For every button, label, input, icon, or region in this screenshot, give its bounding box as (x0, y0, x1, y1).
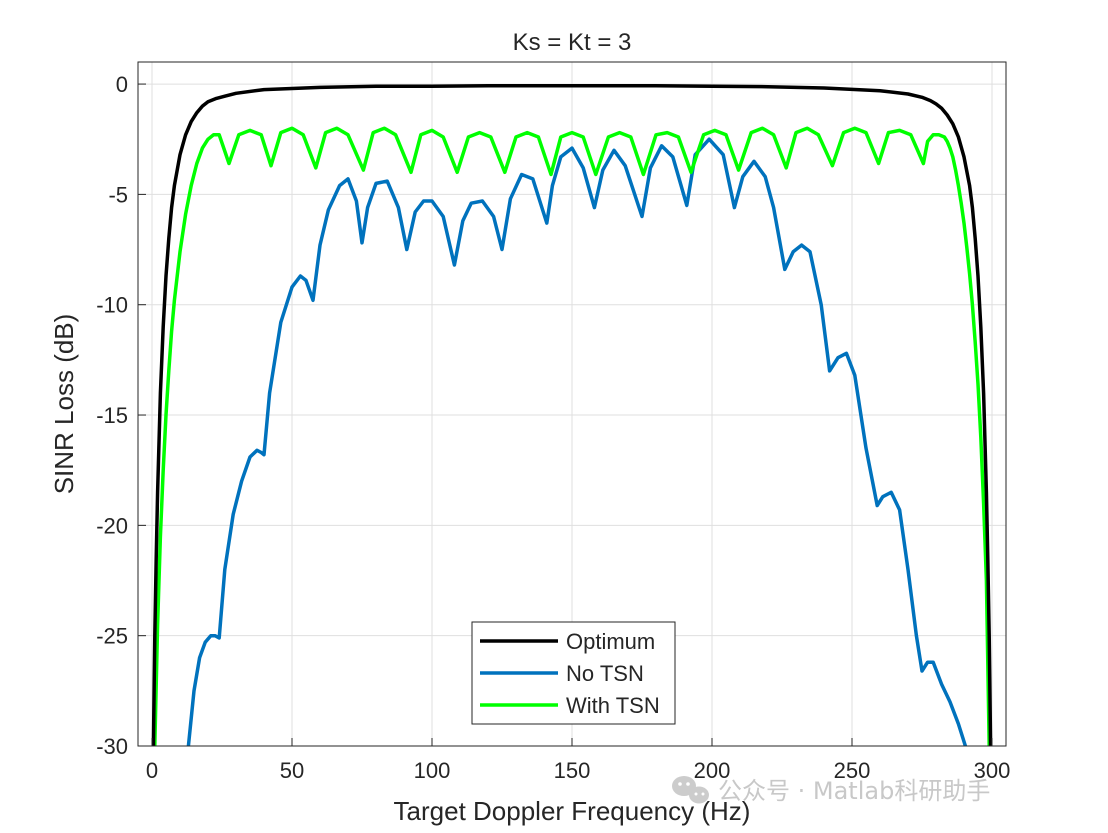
x-tick-label: 100 (414, 758, 451, 783)
watermark-text: 公众号 · Matlab科研助手 (718, 777, 990, 805)
series-line-with-tsn (153, 126, 991, 746)
y-tick-label: -30 (96, 734, 128, 759)
legend-label-with-tsn: With TSN (566, 693, 660, 718)
y-tick-label: -15 (96, 403, 128, 428)
series-layer (151, 84, 993, 746)
y-tick-label: -5 (108, 182, 128, 207)
series-line-no-tsn (186, 137, 968, 746)
x-tick-label: 300 (974, 758, 1011, 783)
y-tick-label: -25 (96, 624, 128, 649)
x-tick-label: 50 (280, 758, 304, 783)
tick-marks (138, 83, 993, 747)
x-tick-label: 250 (834, 758, 871, 783)
y-tick-label: -10 (96, 293, 128, 318)
chart-title: Ks = Kt = 3 (513, 29, 632, 56)
legend-label-no-tsn: No TSN (566, 661, 644, 686)
y-tick-label: -20 (96, 513, 128, 538)
y-tick-label: 0 (116, 72, 128, 97)
legend: Optimum No TSN With TSN (471, 621, 676, 725)
y-axis-label: SINR Loss (dB) (49, 314, 79, 495)
x-tick-label: 0 (146, 758, 158, 783)
x-tick-label: 200 (694, 758, 731, 783)
x-tick-label: 150 (554, 758, 591, 783)
x-axis-label: Target Doppler Frequency (Hz) (394, 796, 751, 826)
series-line-optimum (151, 84, 993, 746)
watermark: 公众号 · Matlab科研助手 (672, 776, 990, 805)
wechat-icon (672, 776, 709, 804)
x-tick-labels: 0 50 100 150 200 250 300 (146, 758, 1010, 783)
legend-label-optimum: Optimum (566, 629, 655, 654)
y-tick-labels: 0 -5 -10 -15 -20 -25 -30 (96, 72, 128, 759)
